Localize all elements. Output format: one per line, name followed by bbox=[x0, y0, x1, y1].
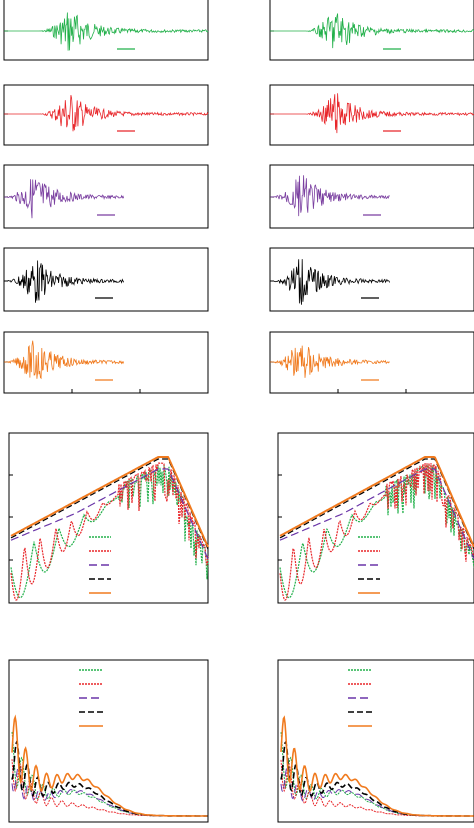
spectrum-line bbox=[279, 456, 474, 548]
panel-frame bbox=[8, 659, 209, 823]
spectrum-line bbox=[11, 765, 208, 817]
waveform bbox=[4, 179, 125, 219]
waveform bbox=[270, 259, 391, 305]
spectrum-line bbox=[11, 731, 208, 817]
spectrum-line bbox=[10, 465, 209, 599]
waveform bbox=[4, 260, 125, 303]
waveform bbox=[4, 12, 209, 51]
panel-frame bbox=[277, 432, 474, 604]
panel-frame bbox=[8, 432, 209, 604]
panel-frame bbox=[3, 84, 209, 146]
spectrum-line bbox=[280, 732, 474, 817]
panel-frame bbox=[269, 247, 474, 312]
spectrum-line bbox=[280, 715, 474, 817]
panel-frame bbox=[269, 0, 474, 61]
spectrum-line bbox=[279, 458, 474, 550]
panel-frame bbox=[277, 659, 474, 823]
panel-frame bbox=[269, 84, 474, 146]
waveform bbox=[270, 175, 390, 217]
spectrum-line bbox=[10, 456, 209, 548]
spectrum-line bbox=[280, 759, 474, 817]
spectrum-line bbox=[11, 714, 208, 817]
panel-frame bbox=[3, 247, 209, 312]
waveform bbox=[4, 340, 125, 380]
waveform bbox=[270, 345, 390, 378]
waveform bbox=[4, 95, 209, 132]
waveform bbox=[270, 93, 474, 134]
spectrum-line bbox=[10, 462, 209, 601]
spectrum-line bbox=[10, 468, 209, 560]
panel-frame bbox=[3, 164, 209, 229]
spectrum-line bbox=[11, 739, 208, 817]
panel-frame bbox=[3, 0, 209, 61]
spectrum-line bbox=[279, 463, 474, 601]
waveform bbox=[270, 13, 474, 49]
